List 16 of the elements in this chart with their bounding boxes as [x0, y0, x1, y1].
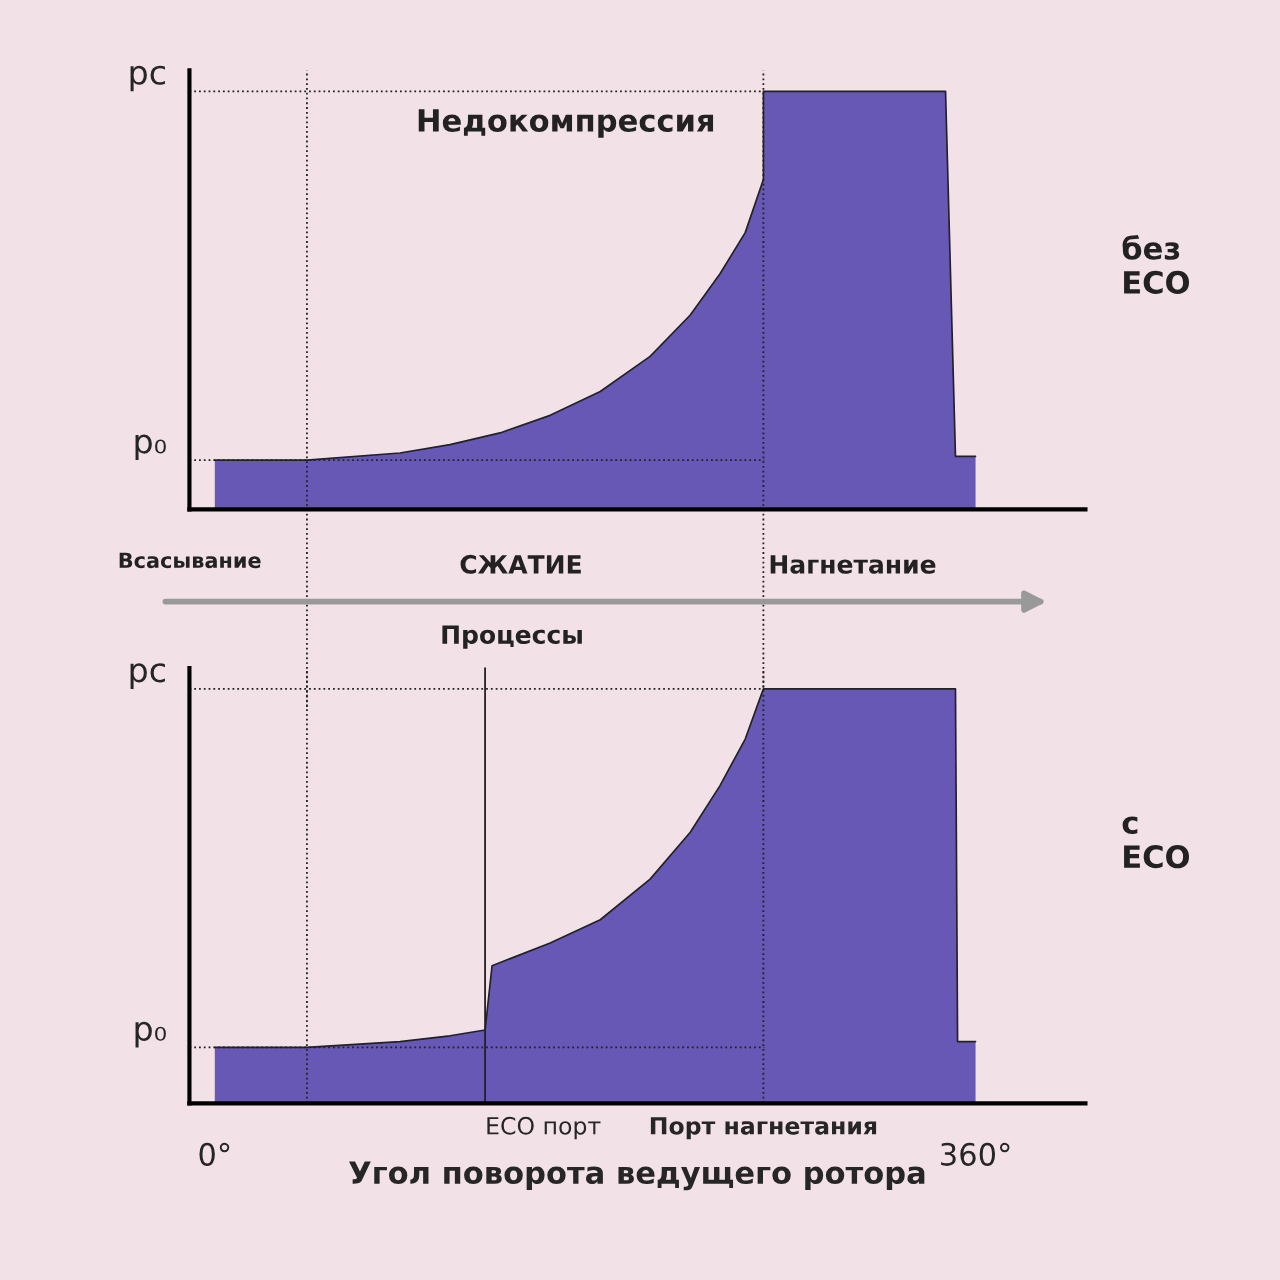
text: Процессы [442, 625, 582, 649]
ref-line-label: p₀ [135, 1021, 166, 1048]
ref-line-label: p₀ [135, 434, 166, 461]
text: Всасывание [119, 552, 261, 569]
text: Нагнетание [770, 555, 936, 574]
ref-line-label: Порт нагнетания [650, 1117, 877, 1140]
text: без ECO [1122, 235, 1190, 294]
text: СЖАТИЕ [460, 554, 581, 574]
annotation: Недокомпрессия [418, 109, 714, 138]
ref-line-label: pс [130, 663, 165, 689]
text: с ECO [1122, 816, 1190, 869]
x-axis-title: Угол поворота ведущего ротора [349, 1161, 925, 1191]
ref-line-label: ECO порт [487, 1116, 601, 1140]
ref-line-label: pс [130, 65, 165, 92]
x-tick-label: 0° [199, 1142, 230, 1166]
x-tick-label: 360° [941, 1142, 1010, 1166]
